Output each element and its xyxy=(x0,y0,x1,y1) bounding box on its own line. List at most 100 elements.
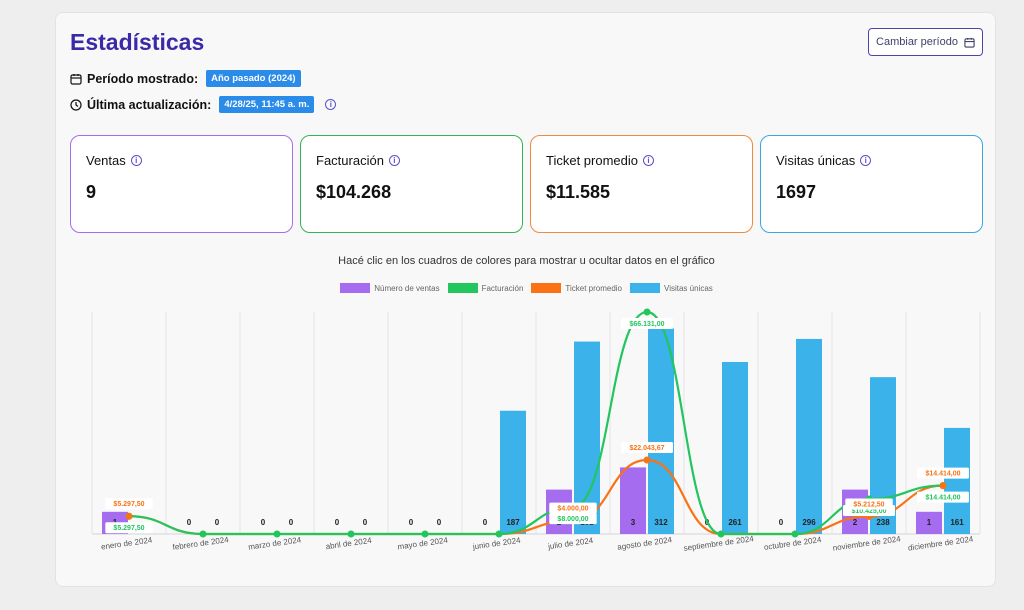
legend-item-visitas[interactable]: Visitas únicas xyxy=(630,283,713,293)
bar-label-visitas: 238 xyxy=(876,518,890,527)
data-label-facturacion: $14.414,00 xyxy=(925,495,960,502)
bar-label-visitas: 0 xyxy=(215,518,220,527)
stats-chart: 1 enero de 2024 0 0 febrero de 2024 0 0 marzo d… xyxy=(91,308,981,553)
bar-visitas xyxy=(500,410,526,534)
bar-label-visitas: 0 xyxy=(437,518,442,527)
x-tick-label: noviembre de 2024 xyxy=(832,534,902,553)
bar-label-ventas: 2 xyxy=(853,518,858,527)
data-label-facturacion: $8.000,00 xyxy=(557,516,588,523)
x-tick-label: febrero de 2024 xyxy=(172,535,230,552)
bar-label-ventas: 3 xyxy=(631,518,636,527)
bar-label-ventas: 0 xyxy=(187,518,192,527)
period-label: Período mostrado: xyxy=(87,71,199,86)
kpi-card-visitas: Visitas únicas i 1697 xyxy=(760,135,983,233)
bar-visitas xyxy=(648,328,674,534)
bar-label-ventas: 0 xyxy=(409,518,414,527)
legend-label: Facturación xyxy=(481,283,524,293)
bar-label-visitas: 0 xyxy=(289,518,294,527)
calendar-icon xyxy=(964,37,975,48)
data-label-facturacion: $5.297,50 xyxy=(113,525,144,532)
point-facturacion xyxy=(347,530,355,538)
point-facturacion xyxy=(199,530,207,538)
bar-label-ventas: 0 xyxy=(261,518,266,527)
data-label-facturacion-box xyxy=(621,318,673,329)
change-period-button[interactable]: Cambiar período xyxy=(868,28,983,56)
x-tick-label: octubre de 2024 xyxy=(763,535,822,552)
legend-item-ticket[interactable]: Ticket promedio xyxy=(531,283,622,293)
page-title: Estadísticas xyxy=(70,29,205,55)
kpi-label: Visitas únicas xyxy=(776,153,856,168)
data-label-ticket: $22.043,67 xyxy=(629,445,664,452)
point-facturacion xyxy=(643,308,651,316)
updated-row: Última actualización: 4/28/25, 11:45 a. … xyxy=(70,96,337,113)
point-facturacion xyxy=(791,530,799,538)
kpi-card-facturacion: Facturación i $104.268 xyxy=(300,135,523,233)
point-ticket xyxy=(125,512,133,520)
data-label-ticket-box xyxy=(621,442,673,453)
data-label-ticket: $4.000,00 xyxy=(557,506,588,513)
legend-swatch[interactable] xyxy=(447,283,478,293)
data-label-ticket: $14.414,00 xyxy=(925,471,960,478)
point-ticket xyxy=(643,456,651,464)
kpi-value: $104.268 xyxy=(316,182,392,202)
kpi-value: 1697 xyxy=(776,182,817,202)
point-facturacion xyxy=(717,530,725,538)
bar-ventas xyxy=(916,511,942,534)
period-row: Período mostrado: Año pasado (2024) xyxy=(70,70,301,87)
legend-swatch[interactable] xyxy=(340,283,371,293)
info-icon[interactable]: i xyxy=(325,99,337,110)
info-icon[interactable]: i xyxy=(860,155,872,166)
x-tick-label: junio de 2024 xyxy=(471,536,521,552)
bar-label-ventas: 1 xyxy=(927,518,932,527)
x-tick-label: mayo de 2024 xyxy=(397,535,449,551)
x-tick-label: marzo de 2024 xyxy=(248,535,303,551)
kpi-value: $11.585 xyxy=(546,182,611,202)
info-icon[interactable]: i xyxy=(643,155,654,166)
bar-label-ventas: 0 xyxy=(335,518,340,527)
bar-label-visitas: 312 xyxy=(654,518,668,527)
x-tick-label: diciembre de 2024 xyxy=(907,534,974,552)
bar-visitas xyxy=(574,341,600,534)
bar-visitas xyxy=(796,338,822,534)
x-tick-label: septiembre de 2024 xyxy=(683,534,755,553)
bar-ventas xyxy=(620,467,646,534)
bar-label-visitas: 161 xyxy=(950,518,964,527)
data-label-facturacion-box xyxy=(917,491,969,503)
updated-badge: 4/28/25, 11:45 a. m. xyxy=(219,96,315,113)
data-label-facturacion: $66.131,00 xyxy=(629,321,664,328)
kpi-card-ventas: Ventas i 9 xyxy=(70,135,293,233)
point-facturacion xyxy=(495,530,503,538)
legend-label: Número de ventas xyxy=(374,283,440,293)
kpi-card-ticket-promedio: Ticket promedio i $11.585 xyxy=(530,135,753,233)
stats-card: Estadísticas Cambiar período Período mos… xyxy=(55,12,996,587)
period-badge: Año pasado (2024) xyxy=(206,70,301,87)
bar-label-visitas: 296 xyxy=(802,518,816,527)
chart-hint: Hacé clic en los cuadros de colores para… xyxy=(338,255,715,267)
kpi-label: Ticket promedio xyxy=(546,153,638,168)
legend-label: Visitas únicas xyxy=(664,283,713,293)
kpi-label: Ventas xyxy=(86,153,126,168)
chart-legend: Número de ventas Facturación Ticket prom… xyxy=(56,283,997,293)
data-label-ticket: $5.212,50 xyxy=(853,502,884,509)
change-period-label: Cambiar período xyxy=(876,36,958,48)
data-label-ticket: $5.297,50 xyxy=(113,501,144,508)
x-tick-label: abril de 2024 xyxy=(325,536,373,551)
kpi-value: 9 xyxy=(86,182,97,202)
updated-label: Última actualización: xyxy=(87,97,212,112)
data-label-ticket-box xyxy=(845,498,893,510)
legend-swatch[interactable] xyxy=(630,283,661,293)
info-icon[interactable]: i xyxy=(388,155,400,166)
legend-item-ventas[interactable]: Número de ventas xyxy=(340,283,440,293)
info-icon[interactable]: i xyxy=(130,155,142,166)
point-facturacion xyxy=(273,530,281,538)
point-facturacion xyxy=(421,530,429,538)
x-tick-label: agosto de 2024 xyxy=(617,535,673,552)
legend-label: Ticket promedio xyxy=(565,283,623,293)
data-label-ticket-box xyxy=(549,502,597,514)
data-label-ticket-box xyxy=(105,498,153,510)
legend-item-facturacion[interactable]: Facturación xyxy=(447,283,524,293)
x-tick-label: enero de 2024 xyxy=(100,535,153,551)
bar-label-visitas: 0 xyxy=(363,518,368,527)
bar-visitas xyxy=(944,427,970,534)
legend-swatch[interactable] xyxy=(531,283,562,293)
